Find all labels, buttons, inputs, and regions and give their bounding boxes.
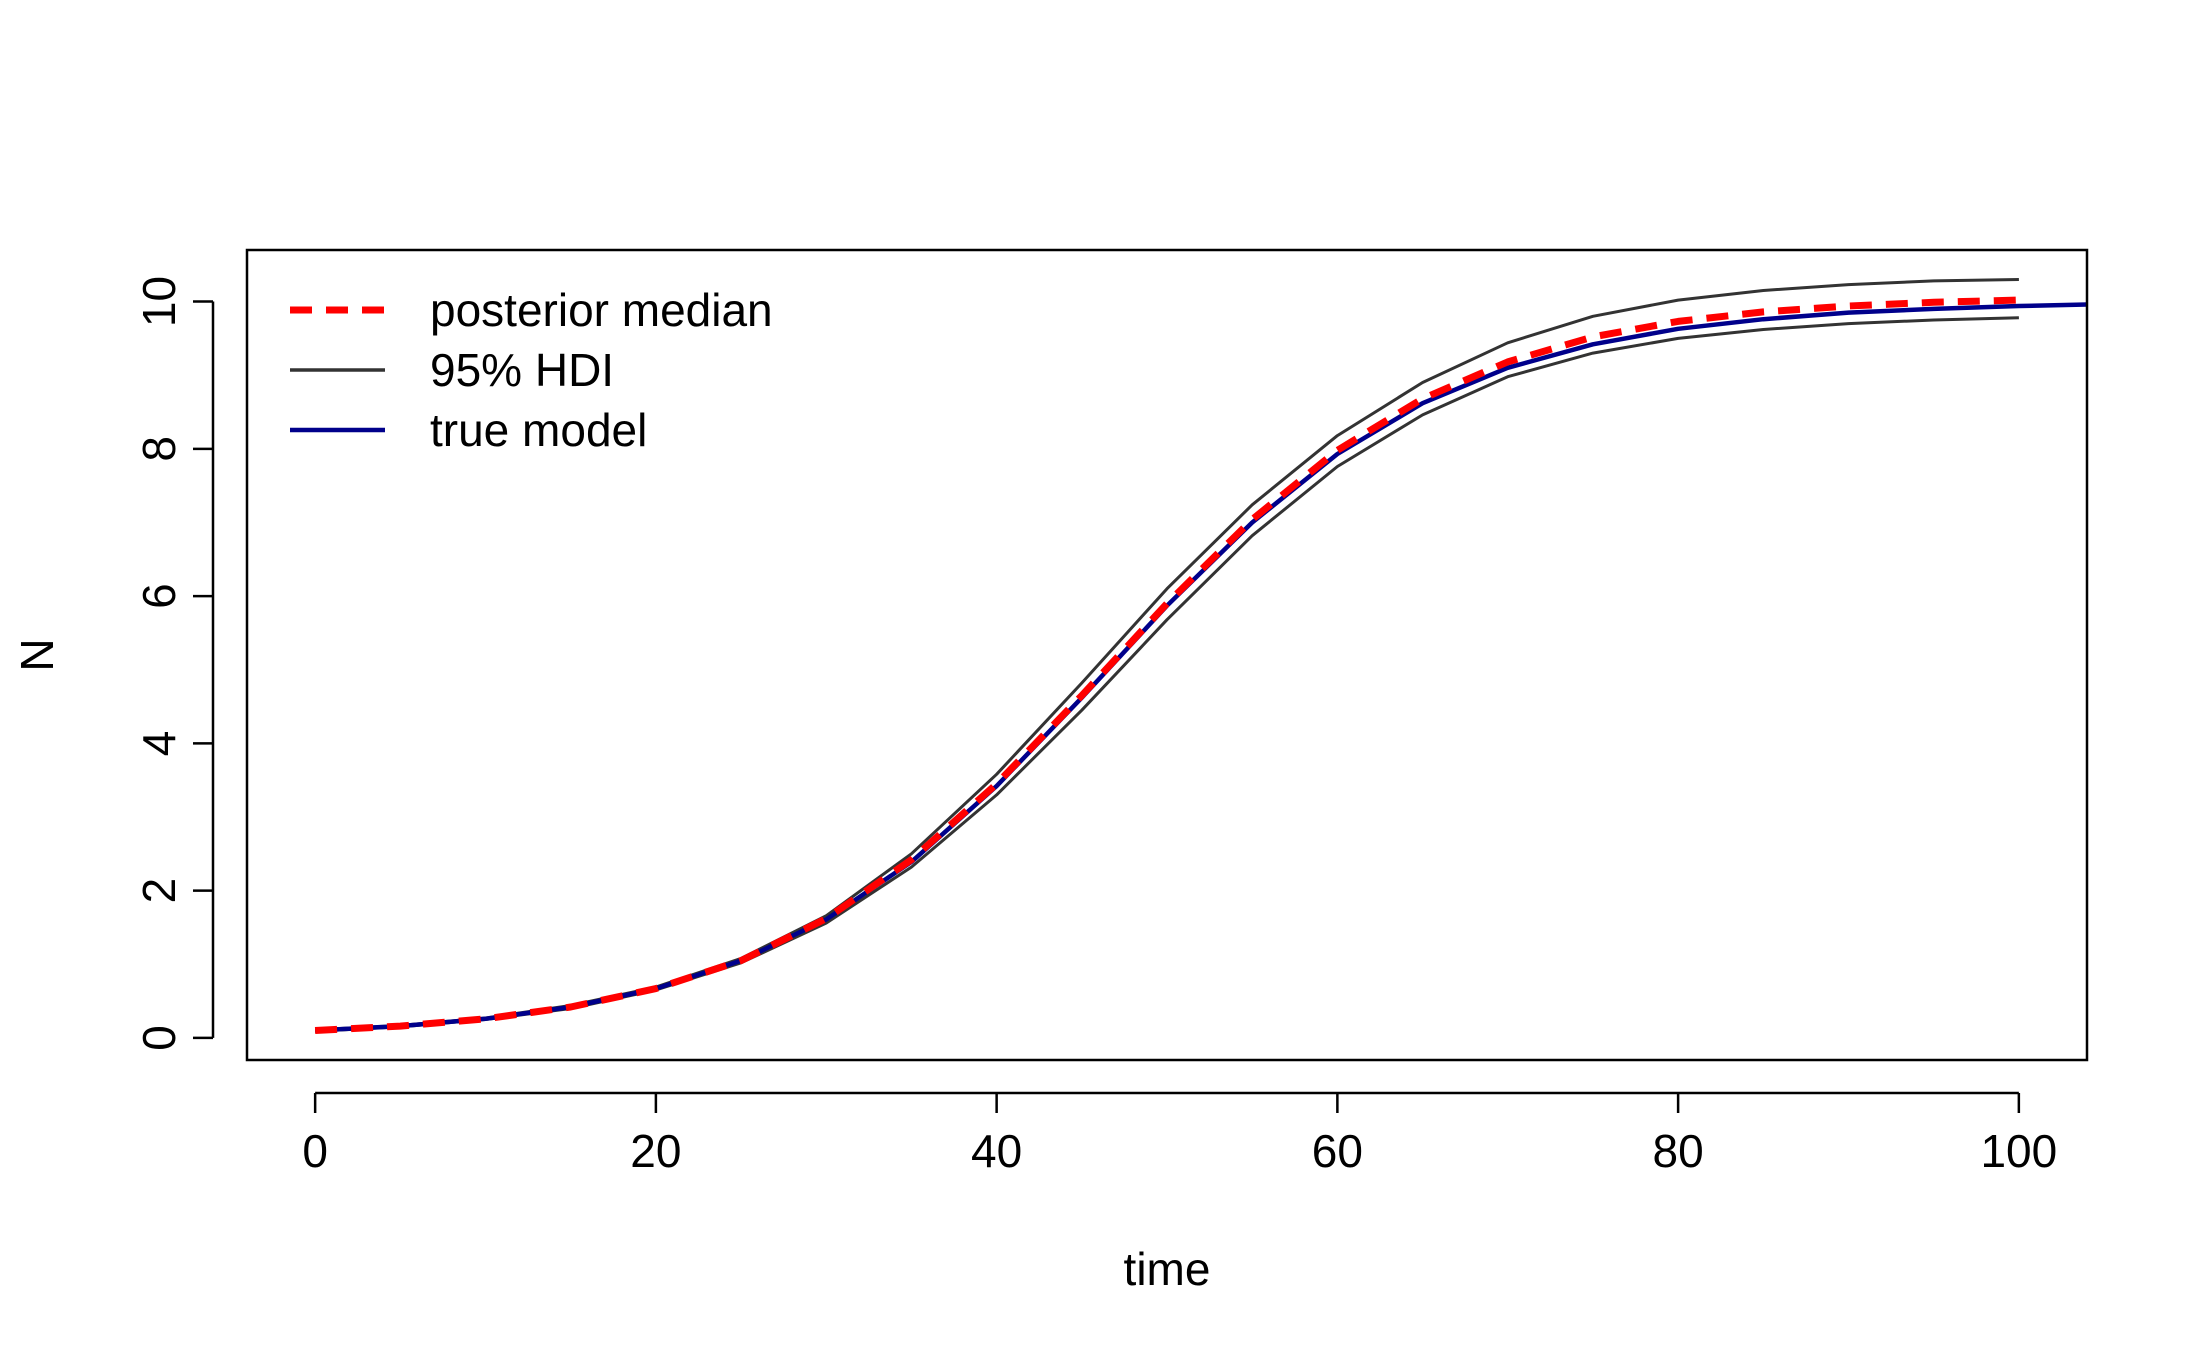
legend-label: true model	[430, 404, 647, 456]
x-tick-label: 60	[1312, 1125, 1363, 1177]
y-tick-label: 10	[133, 276, 185, 327]
x-tick-label: 100	[1980, 1125, 2057, 1177]
series-layer	[314, 278, 2088, 1034]
x-tick-label: 0	[302, 1125, 328, 1177]
y-tick-label: 6	[133, 583, 185, 609]
plot-frame	[245, 248, 2089, 1062]
y-axis: 0 2 4 6 8 10	[133, 276, 215, 1051]
y-tick-label: 8	[133, 436, 185, 462]
x-tick-label: 20	[630, 1125, 681, 1177]
y-tick-label: 2	[133, 878, 185, 904]
x-axis-label: time	[1124, 1243, 1211, 1295]
x-tick-label: 80	[1653, 1125, 1704, 1177]
y-tick-label: 0	[133, 1025, 185, 1051]
x-tick-label: 40	[971, 1125, 1022, 1177]
x-axis: 0 20 40 60 80 100	[302, 1091, 2057, 1177]
legend: posterior median 95% HDI true model	[290, 284, 773, 456]
y-axis-label: N	[11, 638, 63, 671]
legend-label: posterior median	[430, 284, 773, 336]
legend-label: 95% HDI	[430, 344, 614, 396]
y-tick-label: 4	[133, 731, 185, 757]
